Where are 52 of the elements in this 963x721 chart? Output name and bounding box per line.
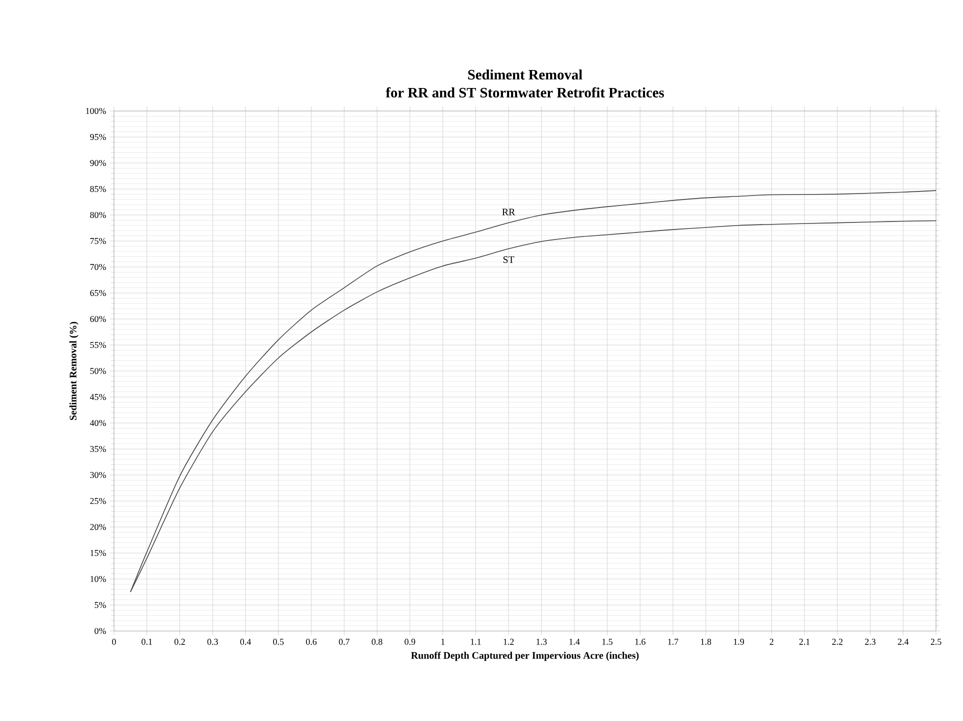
y-tick-label: 100% [86, 108, 106, 114]
y-tick-label: 35% [90, 446, 106, 452]
y-tick-label: 0% [94, 628, 106, 634]
x-tick-label: 0.4 [240, 638, 251, 645]
x-tick-label: 0.1 [142, 638, 152, 645]
x-tick-label: 2.4 [898, 638, 909, 645]
y-tick-label: 80% [90, 212, 106, 218]
x-tick-label: 0.9 [404, 638, 416, 645]
y-tick-label: 10% [90, 576, 106, 582]
y-tick-label: 20% [90, 524, 106, 530]
y-tick-label: 65% [90, 290, 106, 296]
series-label: ST [503, 256, 514, 263]
y-tick-label: 40% [90, 420, 106, 426]
x-tick-label: 1.6 [635, 638, 646, 645]
y-tick-label: 45% [90, 394, 106, 400]
x-tick-label: 1.1 [470, 638, 481, 645]
chart-title: Sediment Removal for RR and ST Stormwater Retrofit Practices [386, 69, 664, 98]
x-tick-label: 0.8 [372, 638, 382, 645]
y-tick-label: 70% [90, 264, 106, 270]
x-tick-label: 1.2 [504, 638, 514, 645]
x-tick-label: 2.2 [832, 638, 842, 645]
x-tick-label: 2.5 [930, 638, 942, 645]
series-label: RR [502, 208, 516, 216]
y-tick-label: 5% [94, 602, 106, 608]
x-tick-label: 0 [112, 638, 116, 645]
y-tick-label: 50% [90, 368, 106, 374]
y-tick-label: 90% [90, 160, 106, 166]
x-tick-label: 1.8 [701, 638, 712, 645]
x-tick-label: 1 [441, 638, 445, 645]
y-tick-label: 15% [90, 550, 106, 556]
y-tick-label: 95% [90, 134, 106, 140]
x-tick-label: 2.1 [799, 638, 810, 645]
x-tick-label: 0.3 [207, 638, 218, 645]
y-tick-label: 85% [90, 186, 106, 192]
y-tick-label: 25% [90, 498, 106, 504]
x-tick-label: 1.5 [602, 638, 612, 645]
y-tick-label: 55% [90, 342, 106, 348]
x-tick-label: 0.6 [306, 638, 317, 645]
x-tick-label: 1.9 [734, 638, 744, 645]
x-tick-label: 2 [770, 638, 774, 645]
x-tick-label: 0.7 [338, 638, 350, 645]
x-tick-label: 0.2 [174, 638, 185, 645]
y-tick-label: 60% [90, 316, 106, 322]
x-tick-label: 0.5 [273, 638, 284, 645]
y-tick-label: 75% [90, 238, 106, 244]
y-axis-title: Sediment Removal (%) [69, 322, 78, 420]
x-axis-title: Runoff Depth Captured per Impervious Acre (inches) [411, 652, 639, 661]
x-tick-label: 2.3 [865, 638, 876, 645]
x-tick-label: 1.3 [536, 638, 547, 645]
x-tick-label: 1.7 [668, 638, 678, 645]
x-tick-label: 1.4 [570, 638, 580, 645]
y-tick-label: 30% [90, 472, 106, 478]
